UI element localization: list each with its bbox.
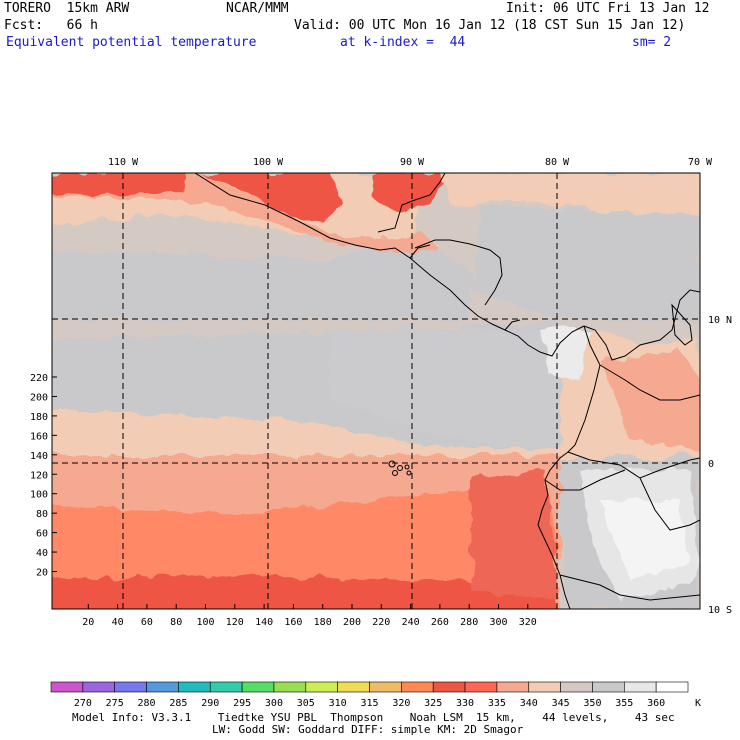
model-name: TORERO 15km ARW xyxy=(4,1,130,16)
y-tick-label: 20 xyxy=(36,568,48,579)
colorbar-level-label: 360 xyxy=(647,698,665,709)
colorbar-level-label: 290 xyxy=(201,698,219,709)
colorbar-swatch xyxy=(114,681,147,693)
colorbar-level-label: 295 xyxy=(233,698,251,709)
theta-e-field xyxy=(52,173,700,609)
colorbar-swatch xyxy=(592,681,625,693)
x-tick-label: 300 xyxy=(489,617,507,628)
x-tick-label: 80 xyxy=(170,617,182,628)
y-tick-label: 100 xyxy=(30,490,48,501)
y-tick-label: 60 xyxy=(36,529,48,540)
colorbar-level-label: 335 xyxy=(488,698,506,709)
colorbar-swatch xyxy=(655,681,689,693)
colorbar-swatch xyxy=(496,681,530,693)
y-tick-label: 180 xyxy=(30,412,48,423)
x-tick-label: 180 xyxy=(314,617,332,628)
colorbar-swatch xyxy=(146,681,179,693)
x-tick-label: 280 xyxy=(460,617,478,628)
y-tick-label: 120 xyxy=(30,470,48,481)
y-tick-label: 140 xyxy=(30,451,48,462)
colorbar-level-label: 340 xyxy=(520,698,538,709)
latlon-grid xyxy=(52,173,700,609)
colorbar-level-label: 355 xyxy=(615,698,633,709)
x-tick-label: 40 xyxy=(112,617,124,628)
model-info: Model Info: V3.3.1 Tiedtke YSU PBL Thomp… xyxy=(72,711,675,724)
x-tick-label: 260 xyxy=(431,617,449,628)
colorbar-level-label: 350 xyxy=(583,698,601,709)
y-tick-label: 220 xyxy=(30,373,48,384)
map-frame xyxy=(51,172,701,610)
colorbar-swatch xyxy=(369,681,402,693)
x-tick-label: 240 xyxy=(402,617,420,628)
center-name: NCAR/MMM xyxy=(226,1,289,16)
colorbar-swatch xyxy=(560,681,593,693)
latitude-labels: 10 N 0 10 S xyxy=(708,315,732,616)
colorbar-swatch xyxy=(432,681,466,693)
x-axis: 20 40 60 80 100 120 140 160 180 200 220 240 260 280 30… xyxy=(82,604,537,628)
x-tick-label: 140 xyxy=(255,617,273,628)
x-tick-label: 160 xyxy=(284,617,302,628)
colorbar-swatch xyxy=(305,681,338,693)
colorbar-swatch xyxy=(337,681,370,693)
colorbar-level-label: 345 xyxy=(552,698,570,709)
colorbar-level-label: 275 xyxy=(106,698,124,709)
colorbar-level-label: 270 xyxy=(74,698,92,709)
x-tick-label: 200 xyxy=(343,617,361,628)
init-time: Init: 06 UTC Fri 13 Jan 12 xyxy=(506,1,710,16)
x-tick-label: 20 xyxy=(82,617,94,628)
y-tick-label: 160 xyxy=(30,431,48,442)
colorbar-swatch xyxy=(82,681,115,693)
longitude-label: 80 W xyxy=(545,157,570,168)
colorbar-level-label: 305 xyxy=(297,698,315,709)
longitude-label: 90 W xyxy=(400,157,425,168)
colorbar-swatch xyxy=(241,681,275,693)
colorbar-unit: K xyxy=(695,698,701,709)
x-tick-label: 220 xyxy=(372,617,390,628)
colorbar-swatch xyxy=(623,681,657,693)
longitude-label: 100 W xyxy=(253,157,284,168)
longitude-labels: 110 W 100 W 90 W 80 W 70 W xyxy=(108,157,713,178)
valid-time: Valid: 00 UTC Mon 16 Jan 12 (18 CST Sun … xyxy=(294,18,686,33)
colorbar-level-label: 315 xyxy=(360,698,378,709)
x-tick-label: 100 xyxy=(196,617,214,628)
colorbar-swatch xyxy=(273,681,307,693)
colorbar-swatch xyxy=(401,681,434,693)
y-axis: 20 40 60 80 100 120 140 160 180 200 220 xyxy=(30,373,57,579)
latitude-label: 0 xyxy=(708,459,714,470)
k-index: at k-index = 44 xyxy=(340,35,466,50)
colorbar-swatch xyxy=(464,681,498,693)
longitude-label: 70 W xyxy=(688,157,713,168)
latitude-label: 10 S xyxy=(708,605,732,616)
coastlines xyxy=(194,173,700,609)
colorbar-swatch xyxy=(209,681,243,693)
colorbar-level-label: 285 xyxy=(169,698,187,709)
x-tick-label: 120 xyxy=(226,617,244,628)
colorbar-level-label: 325 xyxy=(424,698,442,709)
x-tick-label: 320 xyxy=(519,617,537,628)
colorbar-swatch xyxy=(50,681,84,693)
y-tick-label: 40 xyxy=(36,548,48,559)
colorbar-level-label: 330 xyxy=(456,698,474,709)
longitude-label: 110 W xyxy=(108,157,139,168)
x-tick-label: 60 xyxy=(141,617,153,628)
colorbar-level-label: 280 xyxy=(138,698,156,709)
physics-info: LW: Godd SW: Goddard DIFF: simple KM: 2D… xyxy=(212,723,524,736)
colorbar-level-label: 310 xyxy=(329,698,347,709)
colorbar: 270 275 280 285 290 295 300 305 310 315 320 325 330 3… xyxy=(50,681,701,709)
colorbar-level-label: 320 xyxy=(392,698,410,709)
colorbar-swatch xyxy=(528,681,561,693)
colorbar-swatch xyxy=(178,681,211,693)
y-tick-label: 80 xyxy=(36,509,48,520)
smoothing: sm= 2 xyxy=(632,35,672,50)
field-name: Equivalent potential temperature xyxy=(6,35,257,50)
forecast-hour: Fcst: 66 h xyxy=(4,18,98,33)
y-tick-label: 200 xyxy=(30,392,48,403)
colorbar-level-label: 300 xyxy=(265,698,283,709)
latitude-label: 10 N xyxy=(708,315,732,326)
